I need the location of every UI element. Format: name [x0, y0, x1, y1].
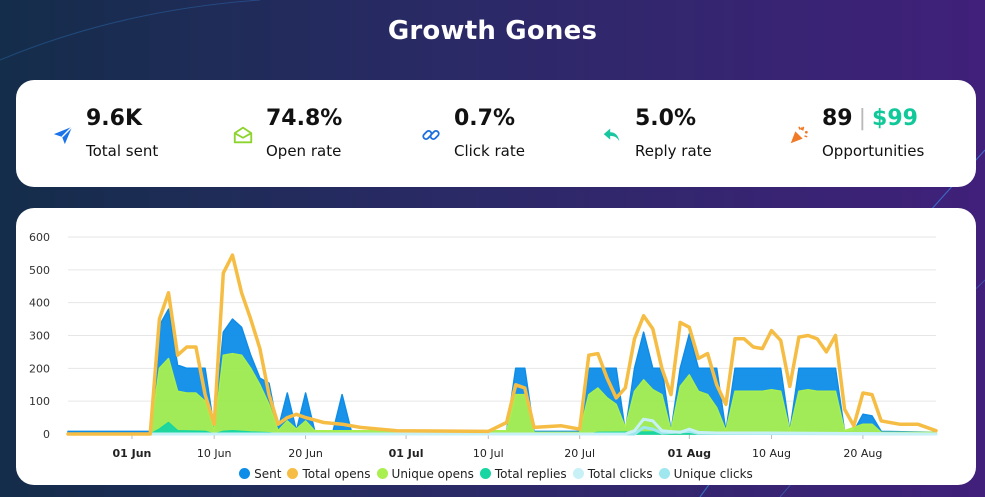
value-separator: |: [858, 106, 867, 131]
stat-label: Reply rate: [635, 142, 712, 160]
y-tick-label: 500: [29, 264, 50, 277]
y-tick-label: 300: [29, 330, 50, 343]
x-tick-label: 10 Jul: [473, 447, 504, 460]
x-tick-label: 01 Aug: [668, 447, 711, 460]
x-tick-label: 01 Jul: [389, 447, 424, 460]
legend-swatch: [287, 468, 299, 479]
y-tick-label: 100: [29, 395, 50, 408]
chart-card: 0 100 200 300 400 500 600 01 Jun 10 Jun 20 Jun 01 …: [16, 208, 976, 485]
legend-item[interactable]: Sent: [239, 467, 281, 481]
x-tick-label: 20 Jul: [564, 447, 595, 460]
legend-label: Total replies: [494, 467, 567, 481]
stat-label: Click rate: [454, 142, 525, 160]
legend-label: Total opens: [302, 467, 371, 481]
y-tick-label: 200: [29, 362, 50, 375]
legend-item[interactable]: Total clicks: [572, 467, 653, 481]
series-total-clicks: [66, 417, 938, 436]
legend-swatch: [479, 468, 491, 479]
legend-item[interactable]: Unique opens: [376, 467, 474, 481]
legend-item[interactable]: Total replies: [479, 467, 567, 481]
stat-value: 9.6K: [86, 106, 143, 131]
y-tick-label: 0: [43, 428, 50, 441]
legend-label: Total clicks: [587, 467, 653, 481]
paper-plane-icon: [53, 126, 73, 145]
legend-item[interactable]: Total opens: [287, 467, 371, 481]
series-unique-opens: [67, 352, 937, 435]
stats-card: 9.6K Total sent 74.8% Open rate 0.7% Cli…: [16, 80, 976, 187]
legend-label: Unique clicks: [673, 467, 753, 481]
legend-label: Sent: [254, 467, 282, 481]
legend-item[interactable]: Unique clicks: [658, 467, 753, 481]
stat-label: Total sent: [86, 142, 159, 160]
y-tick-label: 600: [29, 231, 50, 244]
x-tick-label: 01 Jun: [113, 447, 152, 460]
opportunities-value: $99: [872, 106, 918, 131]
x-tick-label: 10 Jun: [197, 447, 232, 460]
reply-icon: [603, 128, 620, 142]
x-tick-label: 20 Aug: [843, 447, 882, 460]
y-tick-label: 400: [29, 297, 50, 310]
stat-value: 74.8%: [266, 106, 343, 131]
stat-value: 89 | $99: [822, 106, 918, 131]
x-tick-label: 10 Aug: [752, 447, 791, 460]
opportunities-count: 89: [822, 106, 853, 131]
legend-swatch: [239, 468, 251, 479]
x-tick-label: 20 Jun: [288, 447, 323, 460]
stat-label: Open rate: [266, 142, 342, 160]
stat-value: 5.0%: [635, 106, 697, 131]
legend-swatch: [658, 468, 670, 479]
stat-label: Opportunities: [822, 142, 925, 160]
legend-label: Unique opens: [391, 467, 474, 481]
legend-swatch: [572, 468, 584, 479]
page-title: Growth Gones: [387, 16, 598, 46]
series-total-opens: [66, 253, 938, 436]
stat-value: 0.7%: [454, 106, 516, 131]
envelope-open-icon: [233, 126, 253, 144]
legend-swatch: [376, 468, 388, 479]
activity-chart: 0 100 200 300 400 500 600 01 Jun 10 Jun 20 Jun 01 …: [29, 231, 938, 460]
link-icon: [422, 130, 440, 140]
party-popper-icon: [790, 126, 808, 144]
chart-legend: Sent Total opens Unique opens Total replies…: [16, 467, 976, 481]
